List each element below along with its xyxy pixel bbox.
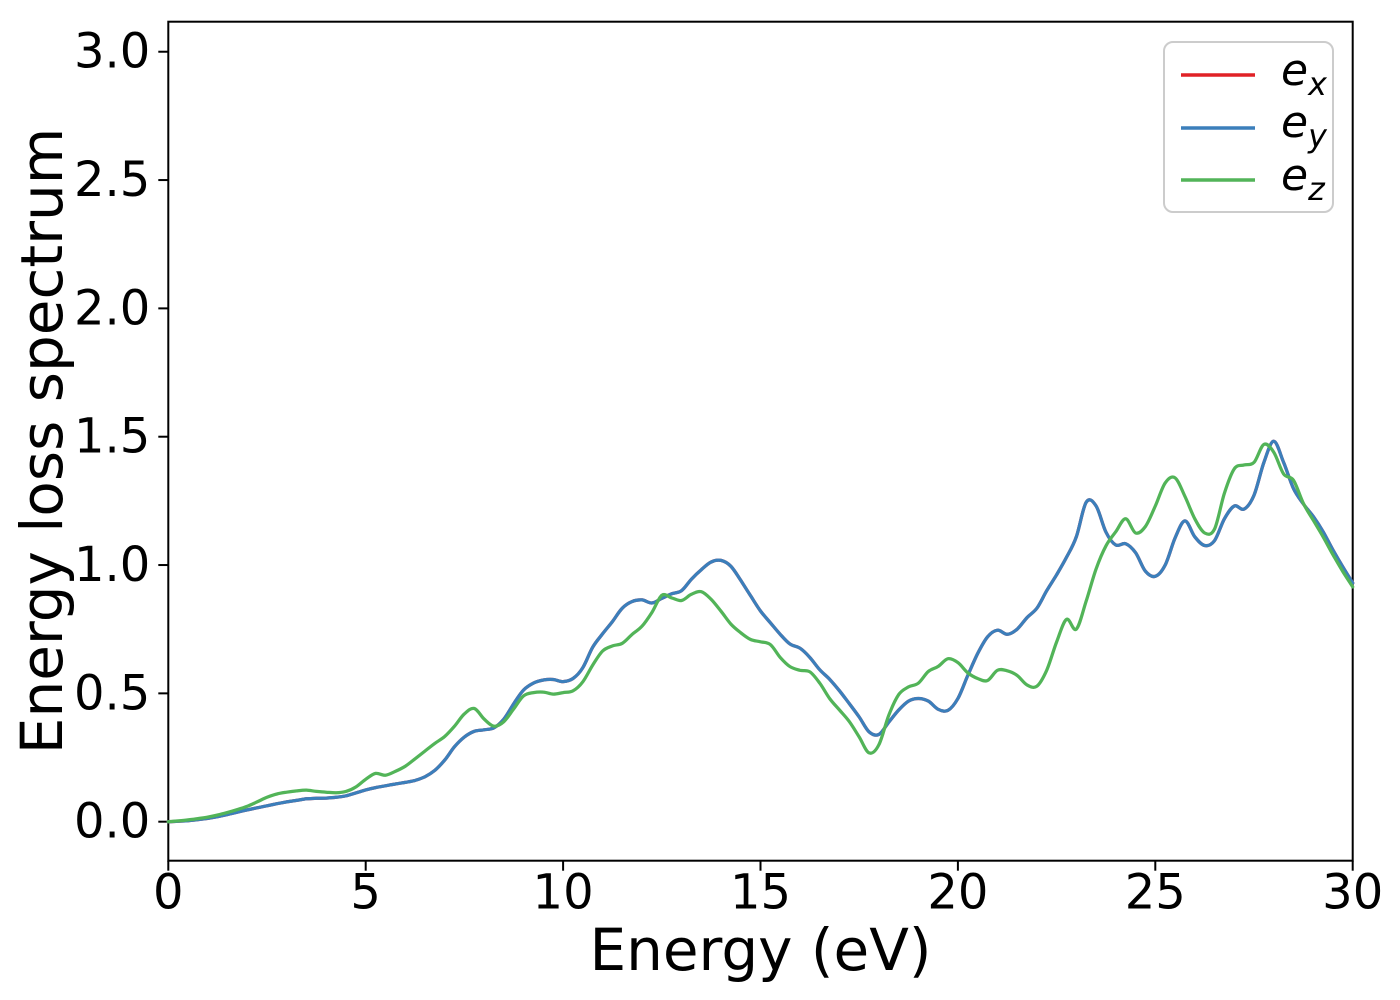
legend-item-e_y: ey	[1179, 101, 1332, 153]
y-tick-label: 2.5	[74, 152, 150, 208]
x-tick-label: 25	[1125, 865, 1186, 921]
x-tick-label: 0	[153, 865, 184, 921]
legend-label-e_z: ez	[1281, 149, 1325, 208]
x-tick-label: 20	[927, 865, 988, 921]
x-tick-label: 15	[730, 865, 791, 921]
legend-label-e_y: ey	[1281, 97, 1327, 156]
y-tick-label: 3.0	[74, 24, 150, 80]
legend-line-e_y	[1181, 125, 1255, 130]
y-tick-label: 1.0	[74, 537, 150, 593]
x-tick-label: 10	[533, 865, 594, 921]
legend: ex ey ez	[1163, 41, 1334, 213]
series-line-e_x	[166, 439, 1355, 824]
legend-line-e_x	[1181, 73, 1255, 77]
y-tick-label: 0.0	[74, 794, 150, 850]
legend-line-e_z	[1181, 178, 1255, 182]
y-tick-label: 2.0	[74, 280, 150, 336]
series-line-e_z	[166, 442, 1355, 824]
x-tick-label: 5	[350, 865, 381, 921]
legend-label-e_x: ex	[1281, 45, 1327, 103]
x-axis-label: Energy (eV)	[589, 916, 931, 984]
y-tick-label: 0.5	[74, 665, 150, 721]
series-line-e_y	[166, 439, 1355, 824]
x-tick-label: 30	[1322, 865, 1383, 921]
legend-item-e_x: ex	[1179, 49, 1332, 101]
series-layer	[166, 439, 1355, 824]
ticks-layer: 0 5 10 15 20 25 30 0.0 0.5 1.0 1.5 2.0 2.5 3.0	[74, 24, 1383, 921]
legend-item-e_z: ez	[1179, 149, 1332, 208]
y-tick-label: 1.5	[74, 409, 150, 465]
y-axis-label: Energy loss spectrum	[8, 128, 76, 754]
